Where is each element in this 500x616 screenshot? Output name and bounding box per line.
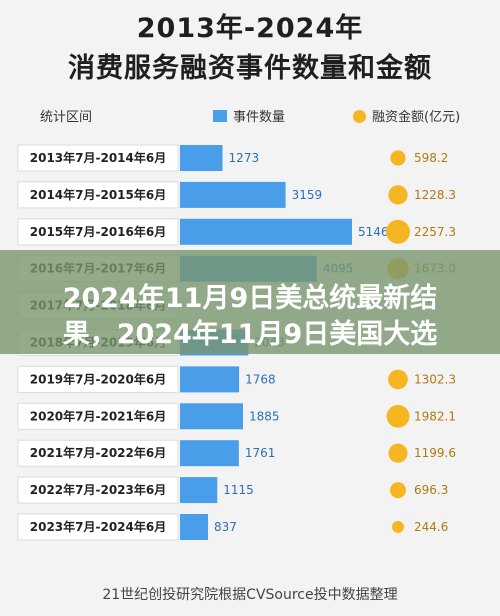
legend-events-label: 事件数量 — [233, 110, 286, 125]
period-box — [17, 402, 179, 430]
amount-dot — [386, 404, 410, 428]
period-label: 2021年7月-2022年6月 — [30, 445, 166, 460]
period-label: 2014年7月-2015年6月 — [30, 187, 166, 202]
period-box — [17, 144, 179, 172]
event-value-label: 1761 — [245, 446, 276, 460]
event-value-label: 1885 — [249, 409, 280, 423]
period-label: 2019年7月-2020年6月 — [30, 371, 166, 386]
event-bar — [180, 440, 239, 467]
amount-dot — [388, 443, 408, 463]
banner-line1: 2024年11月9日美总统最新结 — [62, 283, 438, 314]
period-box — [17, 476, 179, 504]
event-bar — [180, 145, 223, 171]
chart-title-line2: 消费服务融资事件数量和金额 — [68, 53, 432, 84]
legend-period: 统计区间 — [40, 106, 92, 125]
period-label: 2013年7月-2014年6月 — [30, 150, 166, 165]
event-bar — [180, 477, 218, 504]
chart-title-line1: 2013年-2024年 — [136, 13, 364, 44]
legend-period-label: 统计区间 — [40, 110, 93, 125]
legend-amount-label: 融资金额(亿元) — [372, 110, 461, 125]
bar-swatch-icon — [213, 110, 227, 122]
event-value-label: 1273 — [229, 151, 260, 165]
period-label: 2023年7月-2024年6月 — [30, 519, 166, 534]
event-bar — [180, 403, 244, 430]
banner-line2: 果，2024年11月9日美国大选 — [62, 319, 438, 350]
amount-value-label: 598.2 — [414, 151, 448, 165]
amount-value-label: 244.6 — [414, 520, 448, 534]
amount-dot — [386, 219, 410, 244]
amount-dot — [390, 482, 406, 499]
legend-amount: 融资金额(亿元) — [353, 106, 460, 125]
period-box — [17, 439, 179, 467]
event-value-label: 3159 — [292, 188, 323, 202]
period-label: 2020年7月-2021年6月 — [30, 408, 166, 423]
event-value-label: 1768 — [245, 372, 276, 386]
period-label: 2022年7月-2023年6月 — [30, 482, 166, 497]
amount-value-label: 1228.3 — [414, 188, 456, 202]
amount-dot — [388, 185, 408, 205]
amount-dot — [388, 369, 408, 390]
source-note: 21世纪创投研究院根据CVSource投中数据整理 — [102, 587, 398, 603]
overlay-banner: 2024年11月9日美总统最新结 果，2024年11月9日美国大选 — [0, 250, 500, 354]
amount-value-label: 1199.6 — [414, 446, 456, 460]
amount-dot — [390, 150, 406, 166]
event-bar — [180, 218, 352, 245]
event-value-label: 1115 — [223, 483, 254, 497]
event-bar — [180, 366, 240, 393]
event-value-label: 5146 — [358, 225, 389, 239]
period-box — [17, 513, 179, 541]
period-box — [17, 181, 179, 209]
dot-swatch-icon — [353, 110, 366, 123]
amount-value-label: 1302.3 — [414, 372, 456, 386]
legend-events: 事件数量 — [213, 106, 285, 125]
amount-dot — [392, 521, 404, 533]
event-bar — [180, 181, 286, 208]
event-value-label: 837 — [214, 520, 237, 534]
period-box — [17, 218, 179, 246]
amount-value-label: 1982.1 — [414, 409, 456, 423]
period-box — [17, 365, 179, 393]
amount-value-label: 696.3 — [414, 483, 448, 497]
period-label: 2015年7月-2016年6月 — [30, 224, 166, 239]
amount-value-label: 2257.3 — [414, 225, 456, 239]
event-bar — [180, 514, 208, 540]
